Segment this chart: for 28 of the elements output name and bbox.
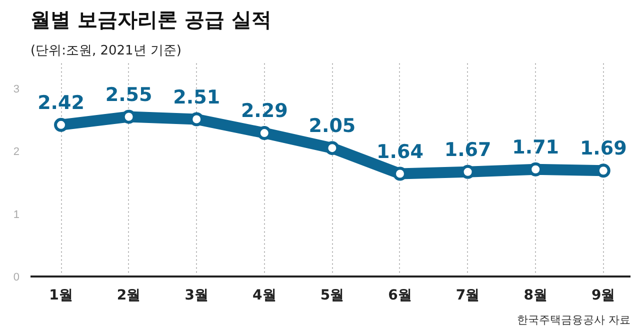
data-label: 1.64: [376, 140, 424, 163]
x-tick-label: 6월: [388, 288, 412, 304]
data-label: 1.69: [580, 138, 627, 160]
y-tick-label: 0: [13, 272, 20, 284]
data-label: 2.51: [173, 86, 220, 108]
text: 한국주택금융공사 자료: [517, 314, 631, 326]
x-tick-label: 9월: [592, 288, 616, 304]
data-label: 1.71: [512, 136, 560, 158]
x-tick-label: 8월: [524, 288, 548, 304]
x-tick-label: 2월: [116, 288, 141, 304]
point: [257, 126, 272, 140]
x-tick-label: 7월: [456, 288, 480, 304]
x-tick-label: 4월: [252, 288, 276, 304]
point: [325, 141, 340, 156]
data-label: 1.67: [444, 138, 492, 161]
x-tick-label: 5월: [320, 288, 344, 304]
point: [54, 118, 68, 132]
x-tick-label: 3월: [184, 288, 208, 304]
data-label: 2.05: [308, 115, 356, 138]
chart-subtitle: (단위:조원, 2021년 기준): [30, 44, 182, 58]
x-tick-label: 1월: [49, 288, 73, 304]
chart-title: 월별 보금자리론 공급 실적: [30, 8, 272, 32]
y-tick-label: 1: [13, 208, 20, 221]
y-tick-label: 2: [13, 146, 20, 158]
data-label: 2.42: [38, 92, 84, 114]
y-tick-label: 3: [13, 84, 20, 96]
data-label: 2.55: [105, 84, 152, 106]
data-label: 2.29: [240, 100, 288, 122]
